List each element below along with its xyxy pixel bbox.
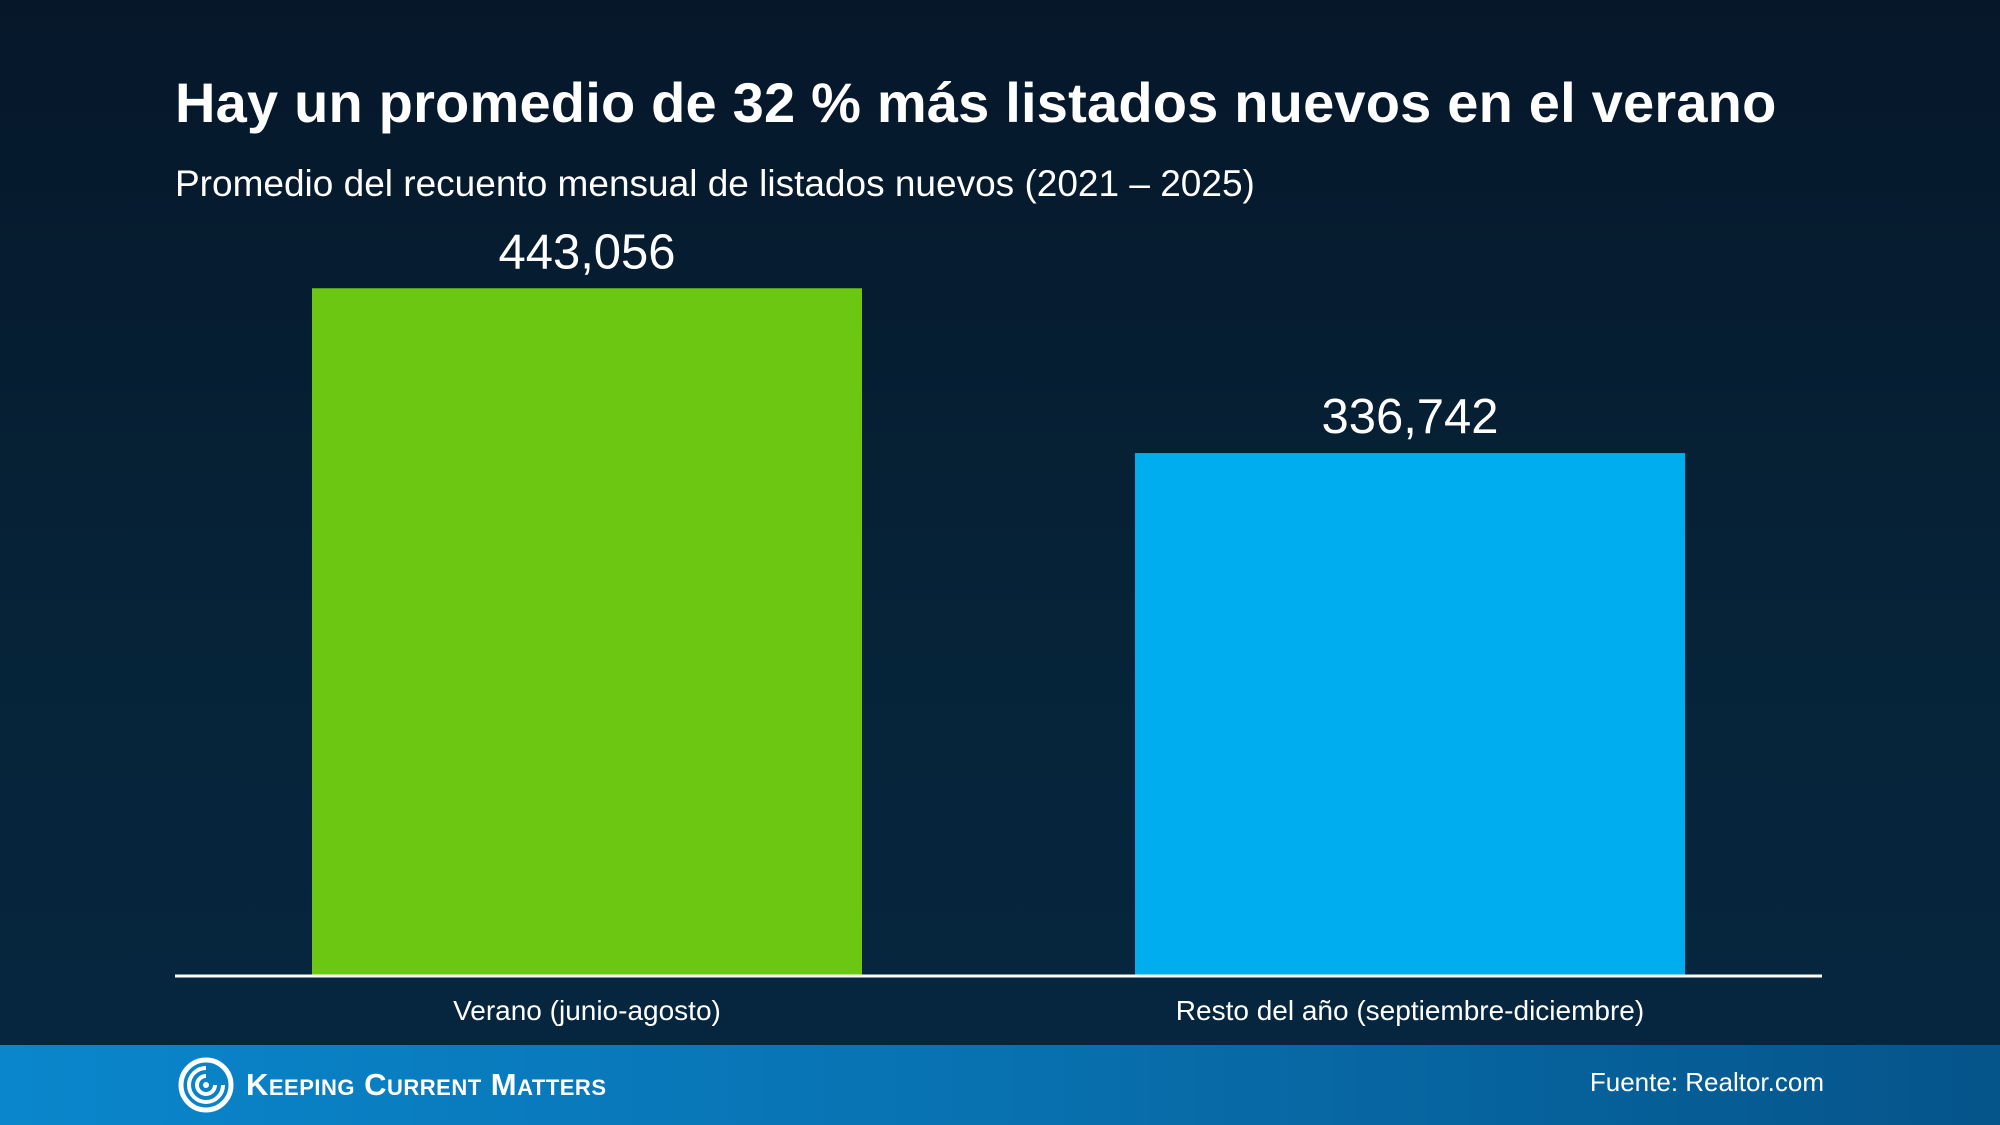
source-credit: Fuente: Realtor.com <box>1589 1067 1824 1097</box>
category-label: Verano (junio-agosto) <box>453 995 721 1026</box>
brand-logo: Keeping Current Matters <box>178 1057 607 1113</box>
chart-subtitle: Promedio del recuento mensual de listado… <box>175 163 1255 204</box>
bar-chart: 443,056 Verano (junio-agosto) 336,742 Resto… <box>312 225 1685 1026</box>
bar-1 <box>312 288 862 976</box>
chart-title: Hay un promedio de 32 % más listados nue… <box>175 71 1777 134</box>
brand-name: Keeping Current Matters <box>246 1067 607 1102</box>
footer-bar: Keeping Current Matters Fuente: Realtor.… <box>0 1045 2000 1125</box>
spiral-logo-icon <box>178 1057 234 1113</box>
category-label: Resto del año (septiembre-diciembre) <box>1176 995 1644 1026</box>
bar-2 <box>1135 453 1685 975</box>
bar-value-label: 443,056 <box>498 225 675 279</box>
bar-value-label: 336,742 <box>1321 390 1498 444</box>
